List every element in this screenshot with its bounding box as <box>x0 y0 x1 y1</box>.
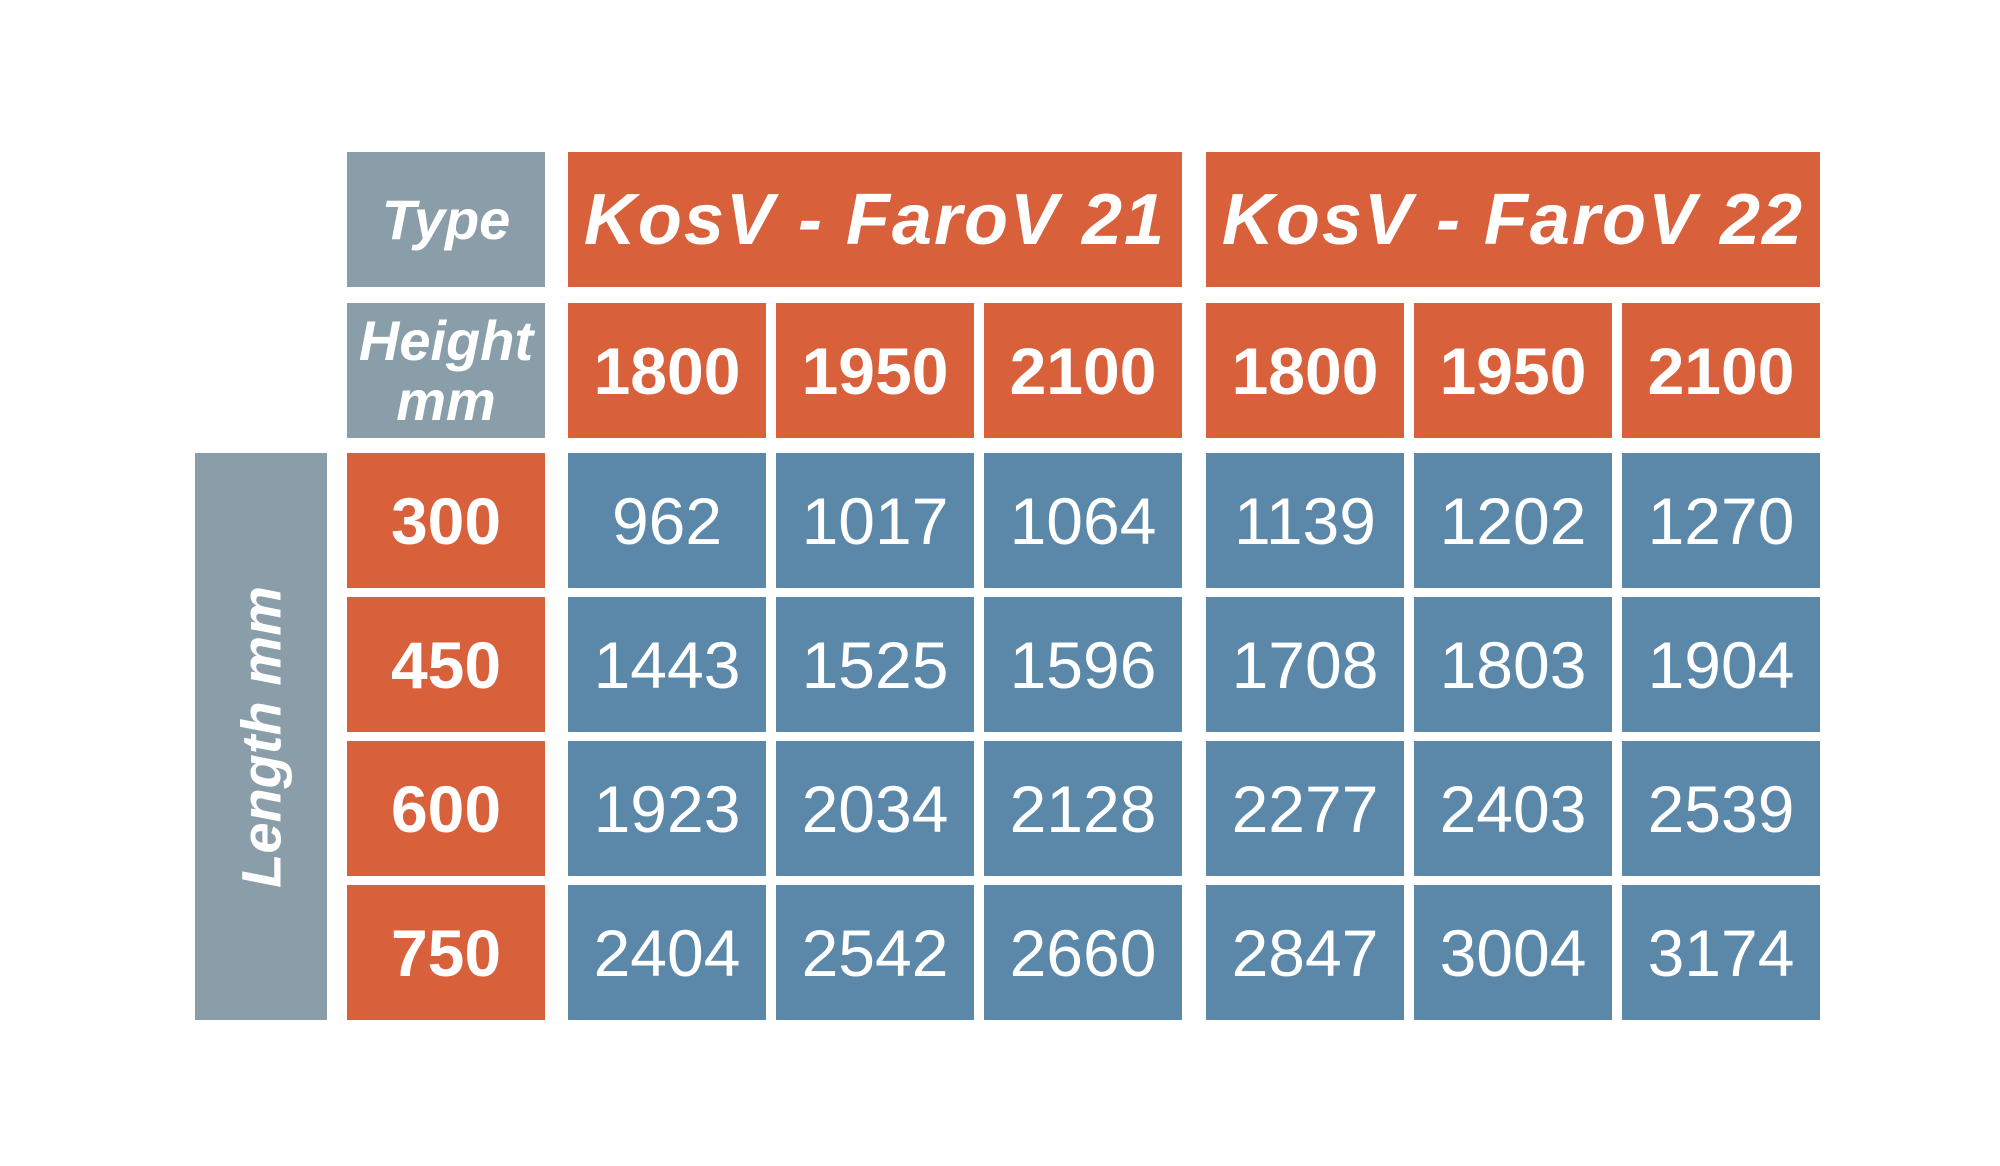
table-cell: 1064 <box>984 453 1182 588</box>
height-label-cell: Height mm <box>347 303 545 438</box>
table-cell: 1270 <box>1622 453 1820 588</box>
table-cell: 2128 <box>984 741 1182 876</box>
height-value: 2100 <box>1647 333 1795 408</box>
length-value: 750 <box>390 915 502 990</box>
cell-value: 1803 <box>1439 627 1587 702</box>
table-cell: 1443 <box>568 597 766 732</box>
cell-value: 3174 <box>1647 915 1795 990</box>
cell-value: 2403 <box>1439 771 1587 846</box>
length-cell: 750 <box>347 885 545 1020</box>
cell-value: 2542 <box>801 915 949 990</box>
length-cell: 300 <box>347 453 545 588</box>
height-cell: 1950 <box>776 303 974 438</box>
height-label: Height <box>358 308 534 372</box>
cell-value: 1202 <box>1439 483 1587 558</box>
table-cell: 2542 <box>776 885 974 1020</box>
height-value: 1800 <box>593 333 741 408</box>
cell-value: 3004 <box>1439 915 1587 990</box>
table-cell: 2034 <box>776 741 974 876</box>
table-cell: 2403 <box>1414 741 1612 876</box>
table-cell: 1017 <box>776 453 974 588</box>
table-cell: 3004 <box>1414 885 1612 1020</box>
height-value: 1950 <box>1439 333 1587 408</box>
table-cell: 1803 <box>1414 597 1612 732</box>
cell-value: 1525 <box>801 627 949 702</box>
height-cell: 1800 <box>568 303 766 438</box>
length-value: 300 <box>390 483 502 558</box>
length-cell: 450 <box>347 597 545 732</box>
table-cell: 2404 <box>568 885 766 1020</box>
length-cell: 600 <box>347 741 545 876</box>
table-cell: 1139 <box>1206 453 1404 588</box>
table-cell: 2277 <box>1206 741 1404 876</box>
height-cell: 2100 <box>984 303 1182 438</box>
table-cell: 1923 <box>568 741 766 876</box>
table-cell: 2539 <box>1622 741 1820 876</box>
type-label-cell: Type <box>347 152 545 287</box>
length-side-label-cell: Length mm <box>195 453 327 1020</box>
height-value: 1950 <box>801 333 949 408</box>
table-cell: 1202 <box>1414 453 1612 588</box>
group-title: KosV - FaroV 22 <box>1221 179 1805 260</box>
group-header-22: KosV - FaroV 22 <box>1206 152 1820 287</box>
cell-value: 1139 <box>1234 483 1376 558</box>
height-cell: 2100 <box>1622 303 1820 438</box>
cell-value: 2847 <box>1231 915 1379 990</box>
height-cell: 1800 <box>1206 303 1404 438</box>
height-cell: 1950 <box>1414 303 1612 438</box>
cell-value: 2539 <box>1647 771 1795 846</box>
cell-value: 2404 <box>593 915 741 990</box>
table-cell: 3174 <box>1622 885 1820 1020</box>
cell-value: 2660 <box>1009 915 1157 990</box>
length-value: 600 <box>390 771 502 846</box>
cell-value: 1596 <box>1009 627 1157 702</box>
cell-value: 2277 <box>1231 771 1379 846</box>
table-cell: 1904 <box>1622 597 1820 732</box>
group-header-21: KosV - FaroV 21 <box>568 152 1182 287</box>
length-side-label: Length mm <box>229 585 293 888</box>
cell-value: 962 <box>611 483 723 558</box>
cell-value: 1017 <box>801 483 949 558</box>
table-cell: 1708 <box>1206 597 1404 732</box>
table-cell: 1596 <box>984 597 1182 732</box>
cell-value: 1064 <box>1009 483 1157 558</box>
group-title: KosV - FaroV 21 <box>583 179 1167 260</box>
table-cell: 2660 <box>984 885 1182 1020</box>
table-cell: 1525 <box>776 597 974 732</box>
height-value: 1800 <box>1231 333 1379 408</box>
cell-value: 2034 <box>801 771 949 846</box>
cell-value: 2128 <box>1009 771 1157 846</box>
height-unit: mm <box>396 368 496 432</box>
cell-value: 1923 <box>593 771 741 846</box>
table-cell: 2847 <box>1206 885 1404 1020</box>
type-label: Type <box>381 187 511 251</box>
cell-value: 1270 <box>1647 483 1795 558</box>
height-value: 2100 <box>1009 333 1157 408</box>
cell-value: 1443 <box>593 627 741 702</box>
cell-value: 1904 <box>1647 627 1795 702</box>
table-cell: 962 <box>568 453 766 588</box>
cell-value: 1708 <box>1231 627 1379 702</box>
length-value: 450 <box>390 627 502 702</box>
